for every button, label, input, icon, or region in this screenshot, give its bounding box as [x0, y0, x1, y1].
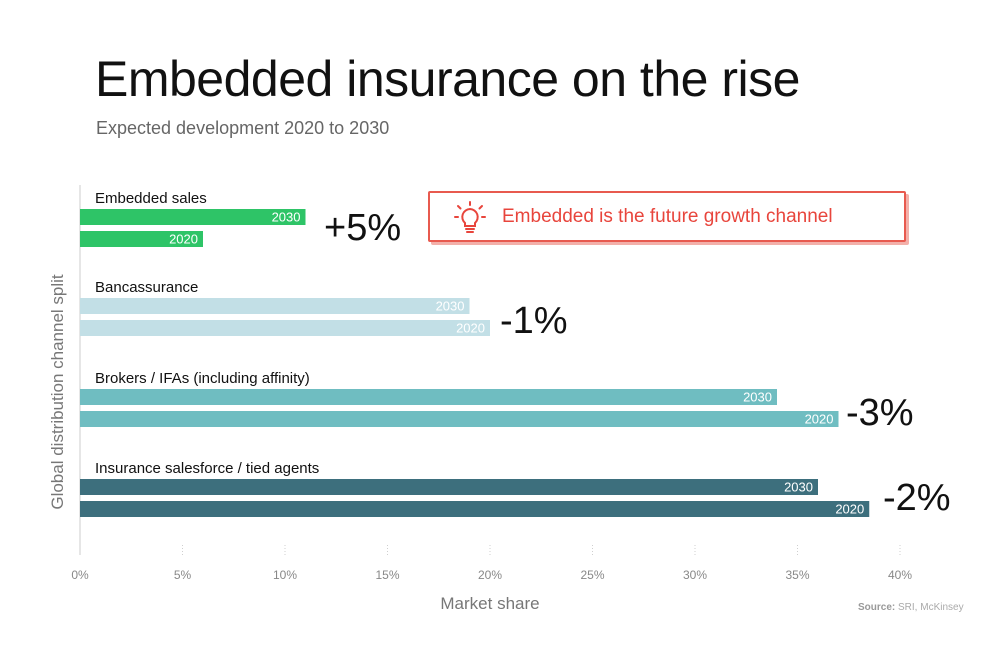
bar — [80, 298, 470, 314]
bar — [80, 389, 777, 405]
callout-box: Embedded is the future growth channel — [428, 191, 906, 242]
delta-label: +5% — [324, 207, 401, 249]
y-axis-title: Global distribution channel split — [48, 274, 67, 510]
group-label: Embedded sales — [95, 190, 207, 207]
group-label: Insurance salesforce / tied agents — [95, 460, 319, 477]
x-tick-label: 25% — [580, 568, 604, 582]
bar — [80, 231, 203, 247]
bar — [80, 209, 306, 225]
x-tick-label: 0% — [71, 568, 89, 582]
x-tick-label: 35% — [785, 568, 809, 582]
chart-subtitle: Expected development 2020 to 2030 — [96, 118, 390, 138]
source-label: Source: — [858, 602, 896, 613]
source-note: Source: SRI, McKinsey — [858, 602, 964, 613]
labels-layer: Embedded sales 2030 2020 +5% Bancassurance 20… — [95, 190, 951, 519]
bar — [80, 501, 870, 517]
x-ticks: 0% 5% 10% 15% 20% 25% 30% 35% 40% — [71, 568, 912, 582]
bar-year-label: 2020 — [805, 412, 834, 427]
x-tick-label: 40% — [888, 568, 912, 582]
group-label: Brokers / IFAs (including affinity) — [95, 370, 310, 387]
bar-year-label: 2030 — [743, 390, 772, 405]
bar — [80, 411, 839, 427]
x-tick-label: 5% — [174, 568, 192, 582]
delta-label: -1% — [500, 300, 568, 342]
callout-text: Embedded is the future growth channel — [502, 206, 833, 227]
x-tick-label: 30% — [683, 568, 707, 582]
bar-year-label: 2030 — [436, 299, 465, 314]
bar-year-label: 2030 — [784, 480, 813, 495]
x-axis-title: Market share — [440, 594, 539, 613]
bar — [80, 320, 490, 336]
bar — [80, 479, 818, 495]
x-tick-label: 15% — [375, 568, 399, 582]
x-tick-label: 20% — [478, 568, 502, 582]
source-text: SRI, McKinsey — [898, 602, 964, 613]
bars-layer — [80, 209, 870, 517]
group-label: Bancassurance — [95, 279, 198, 296]
bar-year-label: 2030 — [272, 210, 301, 225]
bar-year-label: 2020 — [456, 321, 485, 336]
delta-label: -2% — [883, 477, 951, 519]
delta-label: -3% — [846, 392, 914, 434]
lightbulb-icon — [454, 201, 486, 233]
chart-title: Embedded insurance on the rise — [95, 51, 800, 107]
bar-year-label: 2020 — [835, 502, 864, 517]
bar-year-label: 2020 — [169, 232, 198, 247]
x-tick-label: 10% — [273, 568, 297, 582]
